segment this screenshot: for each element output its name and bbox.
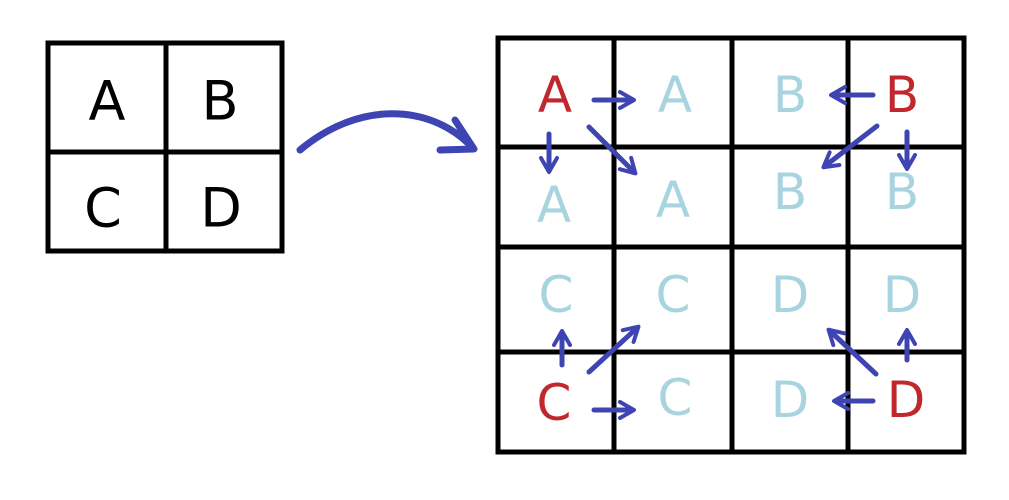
input-cell-c: C — [84, 177, 122, 240]
arrow-c-diagonal — [586, 324, 641, 375]
arrow-d-diagonal — [826, 327, 879, 377]
copy-arrows — [539, 85, 917, 420]
output-cell-c-source: C — [537, 374, 572, 432]
output-cell-a-copy: A — [658, 66, 692, 124]
output-cell-d-copy: D — [771, 266, 810, 324]
output-cell-a-copy: A — [537, 176, 571, 234]
transform-arrow — [296, 110, 478, 154]
output-cell-b-source: B — [885, 66, 919, 124]
transform-arrow-head — [436, 116, 478, 154]
arrow-a-diagonal — [586, 124, 638, 176]
output-cell-c-copy: C — [658, 369, 693, 427]
output-cell-b-copy: B — [885, 163, 919, 221]
output-cell-b-copy: B — [773, 66, 807, 124]
output-grid: A A B B A A B B C C D D C C D D — [495, 35, 967, 455]
output-cell-a-copy: A — [656, 171, 690, 229]
input-cell-a: A — [89, 70, 126, 133]
input-cell-b: B — [201, 70, 238, 133]
output-cell-d-copy: D — [771, 371, 810, 429]
transform-arrow-curve — [296, 110, 474, 154]
arrow-b-diagonal — [821, 123, 880, 170]
output-cell-a-source: A — [538, 66, 572, 124]
output-cell-d-copy: D — [883, 266, 922, 324]
input-grid: A B C D — [45, 40, 285, 254]
output-cell-b-copy: B — [773, 163, 807, 221]
output-cell-d-source: D — [887, 371, 926, 429]
input-cell-d: D — [200, 177, 242, 240]
output-cell-c-copy: C — [656, 266, 691, 324]
output-cell-c-copy: C — [539, 266, 574, 324]
